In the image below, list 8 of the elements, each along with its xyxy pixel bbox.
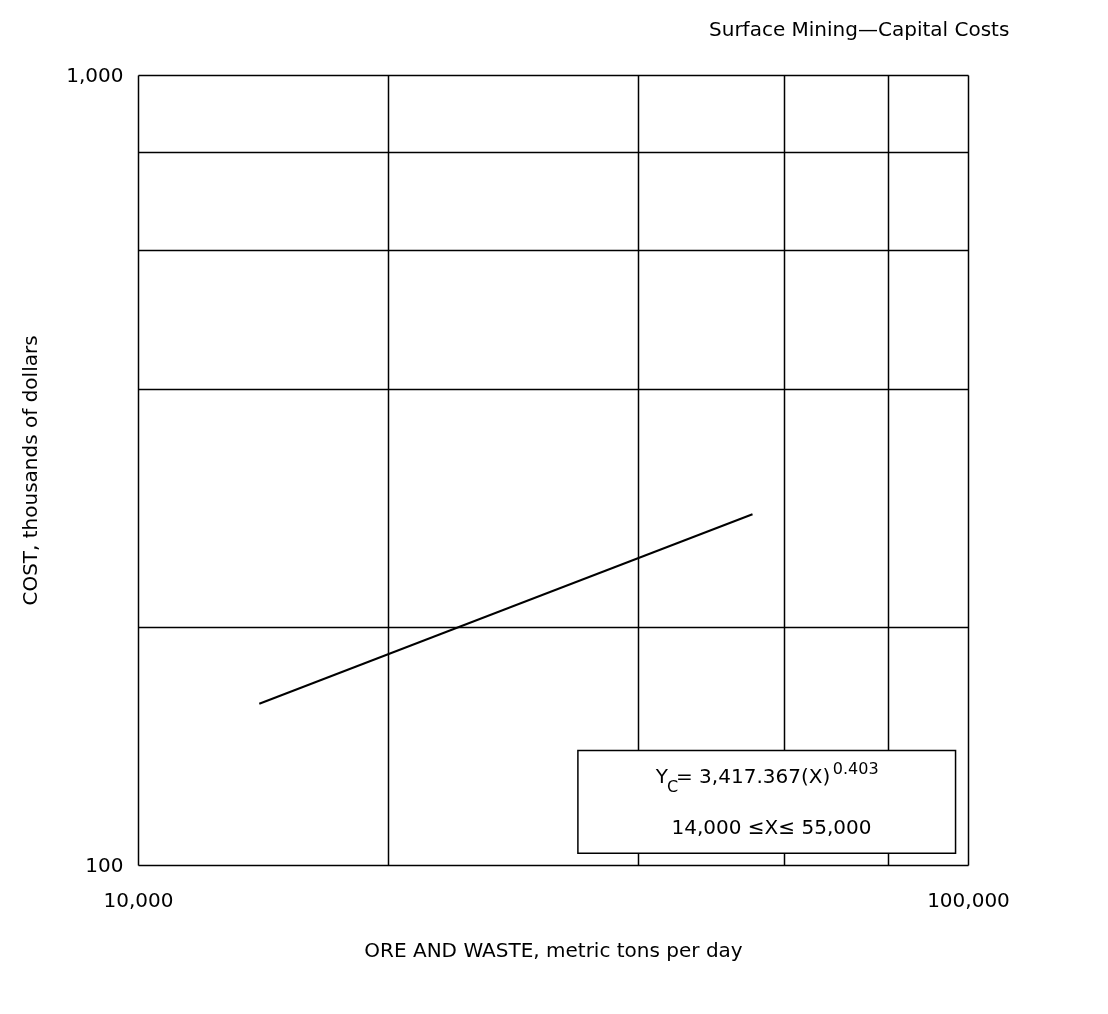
y-axis-title: COST, thousands of dollars <box>18 335 43 606</box>
y-tick-label: 100 <box>85 852 124 877</box>
chart-title: Surface Mining—Capital Costs <box>709 17 1010 41</box>
x-tick-label: 10,000 <box>103 887 174 912</box>
x-tick-label: 100,000 <box>927 887 1010 912</box>
annotation: 14,000 ≤X≤ 55,000 <box>671 815 872 840</box>
y-tick-label: 1,000 <box>66 62 124 87</box>
x-axis-title: ORE AND WASTE, metric tons per day <box>364 937 743 962</box>
